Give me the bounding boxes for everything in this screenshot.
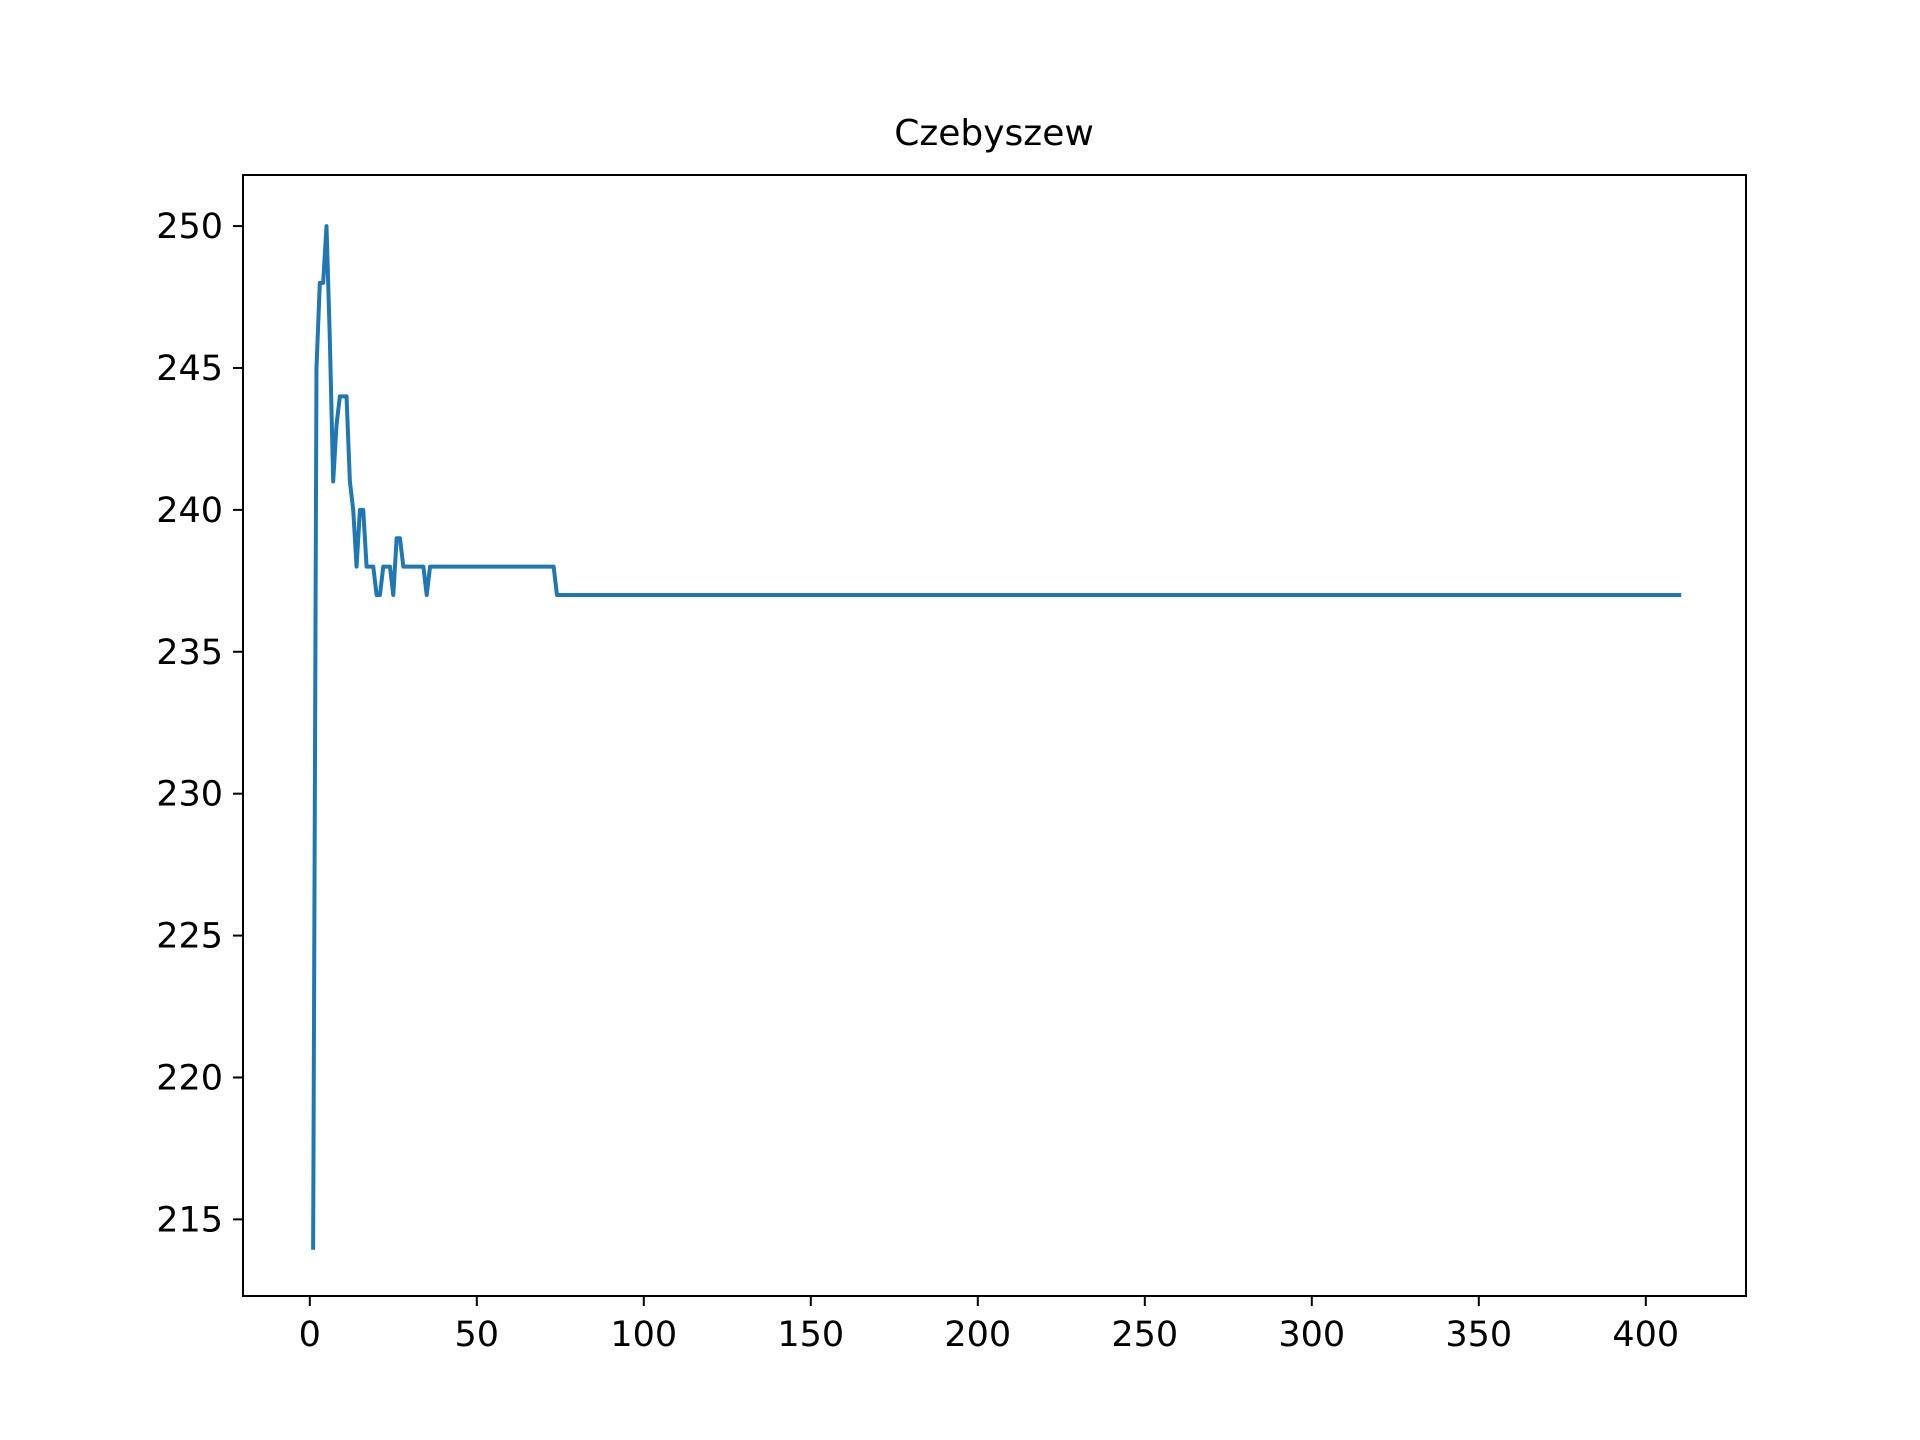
- y-tick-label: 235: [156, 633, 223, 673]
- y-tick-label: 215: [156, 1200, 223, 1240]
- y-axis: 215 220 225 230 235 240 245 250: [156, 207, 243, 1240]
- x-tick-label: 400: [1612, 1315, 1679, 1355]
- x-tick-label: 250: [1111, 1315, 1178, 1355]
- y-tick-label: 245: [156, 349, 223, 389]
- plot-frame: [242, 174, 1747, 1297]
- y-tick-label: 225: [156, 917, 223, 957]
- x-tick-label: 300: [1278, 1315, 1345, 1355]
- x-tick-label: 350: [1445, 1315, 1512, 1355]
- plot-area: [311, 224, 1682, 1250]
- x-tick-label: 150: [777, 1315, 844, 1355]
- y-tick-label: 230: [156, 775, 223, 815]
- y-tick-label: 250: [156, 207, 223, 247]
- y-tick-label: 220: [156, 1058, 223, 1098]
- x-tick-label: 200: [944, 1315, 1011, 1355]
- x-axis: 0 50 100 150 200 250 300 350 400: [299, 1296, 1679, 1355]
- chart-title: Czebyszew: [894, 113, 1094, 154]
- x-tick-label: 0: [299, 1315, 321, 1355]
- x-tick-label: 50: [455, 1315, 500, 1355]
- y-tick-label: 240: [156, 491, 223, 531]
- series-line-0: [311, 224, 1682, 1250]
- x-tick-label: 100: [610, 1315, 677, 1355]
